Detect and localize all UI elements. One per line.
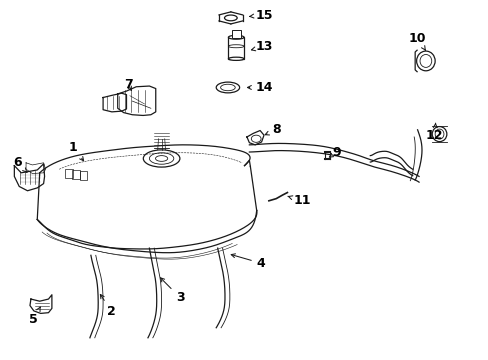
- Text: 15: 15: [249, 9, 272, 22]
- Text: 5: 5: [29, 307, 40, 326]
- Text: 14: 14: [247, 81, 272, 94]
- Text: 7: 7: [124, 78, 133, 91]
- Ellipse shape: [228, 57, 244, 60]
- Text: 10: 10: [408, 32, 426, 50]
- Bar: [228, 37, 244, 59]
- Text: 3: 3: [160, 278, 184, 304]
- Text: 13: 13: [251, 40, 272, 53]
- Text: 1: 1: [68, 140, 83, 161]
- Text: 4: 4: [231, 254, 265, 270]
- Text: 9: 9: [328, 145, 341, 158]
- Text: 8: 8: [264, 123, 281, 136]
- Text: 2: 2: [100, 294, 116, 319]
- FancyBboxPatch shape: [231, 31, 240, 39]
- Ellipse shape: [228, 35, 244, 39]
- Text: 12: 12: [425, 123, 443, 142]
- Text: 11: 11: [287, 194, 310, 207]
- Text: 6: 6: [14, 156, 27, 172]
